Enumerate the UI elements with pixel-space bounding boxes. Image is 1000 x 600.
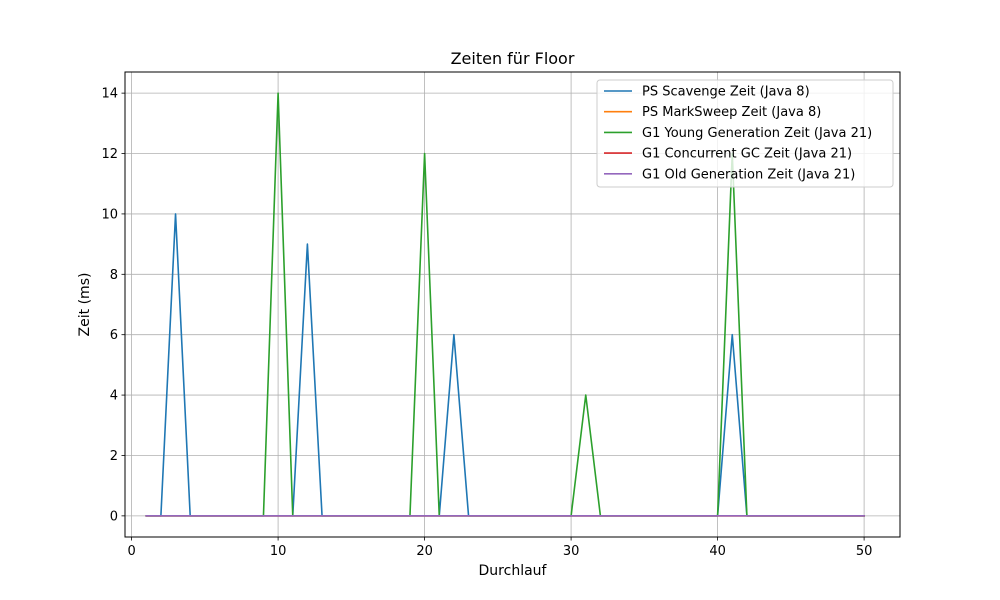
chart-title: Zeiten für Floor <box>451 49 575 68</box>
x-tick-label: 0 <box>127 544 135 559</box>
x-tick-label: 50 <box>856 544 873 559</box>
y-tick-label: 6 <box>110 328 118 343</box>
legend-label-2: G1 Young Generation Zeit (Java 21) <box>642 126 872 141</box>
series-lines <box>145 92 865 517</box>
x-tick-label: 40 <box>709 544 726 559</box>
plot-area-frame <box>124 71 901 538</box>
y-tick-label: 0 <box>110 509 118 524</box>
grid <box>125 72 900 537</box>
x-tick-label: 10 <box>270 544 287 559</box>
y-tick-label: 10 <box>101 207 118 222</box>
y-axis-ticks: 0 2 4 6 8 10 12 14 <box>101 87 125 524</box>
legend-box <box>596 79 894 188</box>
y-tick-label: 12 <box>101 147 118 162</box>
legend-label-0: PS Scavenge Zeit (Java 8) <box>642 85 810 100</box>
x-tick-label: 20 <box>416 544 433 559</box>
y-axis-title: Zeit (ms) <box>77 273 93 337</box>
x-axis-title: Durchlauf <box>479 563 548 579</box>
y-tick-label: 14 <box>101 87 118 102</box>
y-tick-label: 8 <box>110 268 118 283</box>
legend-label-3: G1 Concurrent GC Zeit (Java 21) <box>642 147 852 162</box>
legend-label-1: PS MarkSweep Zeit (Java 8) <box>642 105 821 120</box>
y-tick-label: 2 <box>110 449 118 464</box>
legend: PS Scavenge Zeit (Java 8) PS MarkSweep Ze… <box>596 79 894 188</box>
x-tick-label: 30 <box>563 544 580 559</box>
y-tick-label: 4 <box>110 389 118 404</box>
x-axis-ticks: 0 10 20 30 40 50 <box>127 537 872 559</box>
legend-label-4: G1 Old Generation Zeit (Java 21) <box>642 167 855 182</box>
